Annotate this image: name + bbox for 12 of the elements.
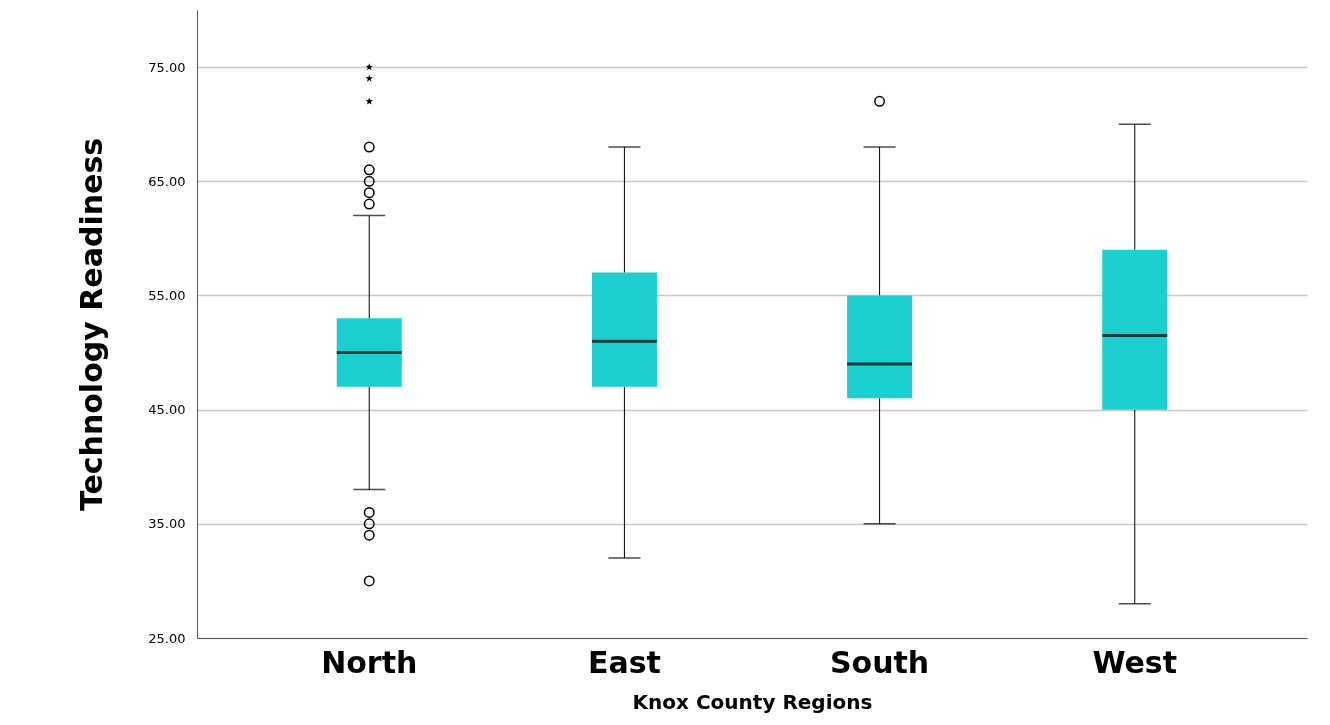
y-tick-label: 45.00 bbox=[148, 402, 186, 418]
x-axis-title: Knox County Regions bbox=[632, 689, 873, 714]
y-tick-label: 75.00 bbox=[148, 59, 186, 75]
x-tick-label: North bbox=[321, 644, 418, 680]
y-axis-title: Technology Readiness bbox=[74, 137, 110, 512]
y-tick-label: 65.00 bbox=[148, 173, 186, 189]
y-tick-label: 55.00 bbox=[148, 287, 186, 303]
y-tick-label: 35.00 bbox=[148, 516, 186, 532]
x-tick-label: West bbox=[1092, 644, 1178, 680]
x-tick-label: South bbox=[829, 644, 930, 680]
y-tick-label: 25.00 bbox=[148, 630, 186, 646]
x-tick-label: East bbox=[587, 644, 661, 680]
